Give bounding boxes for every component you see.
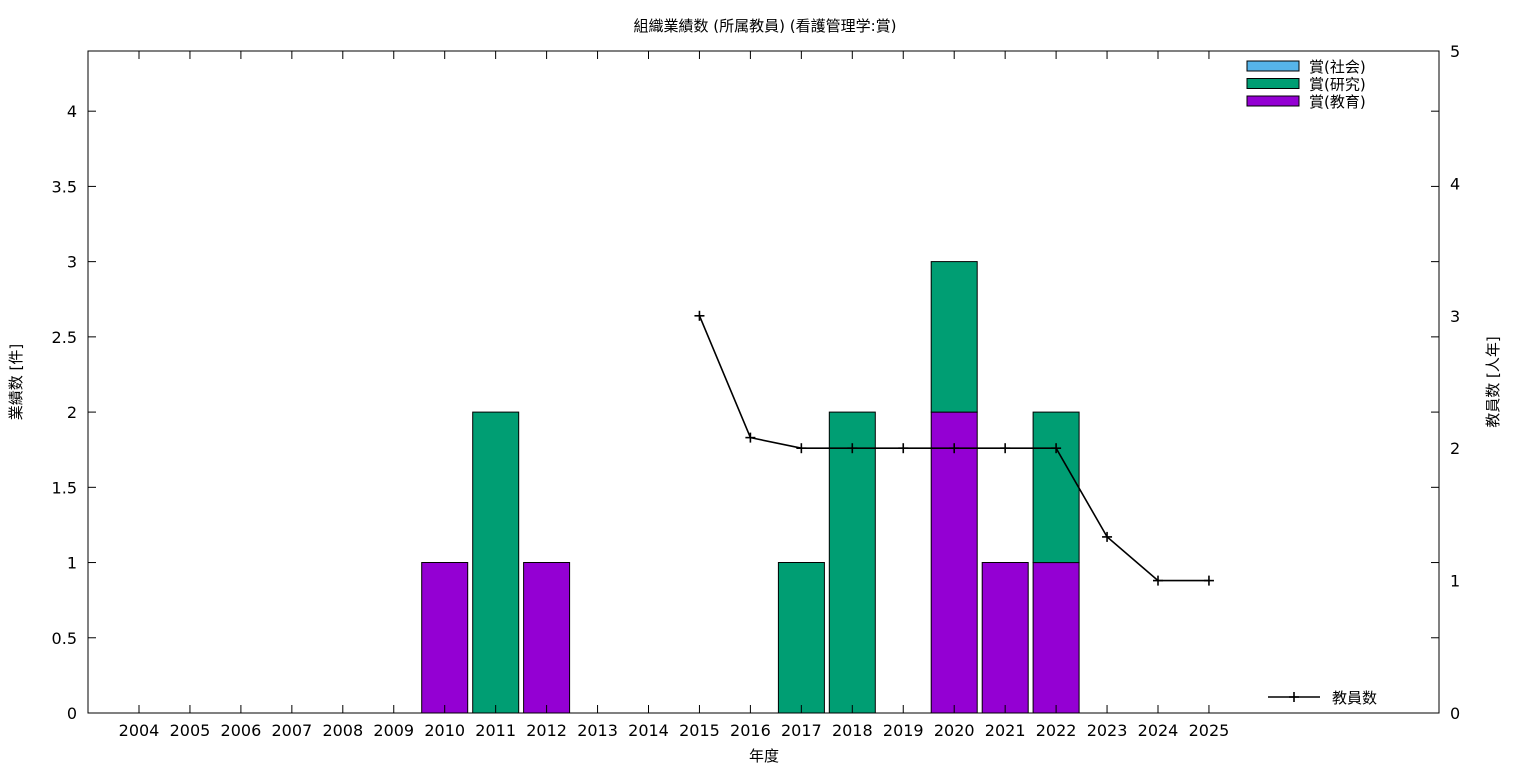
- y2-tick-label: 2: [1450, 439, 1460, 458]
- legend-swatch: [1246, 78, 1300, 89]
- teacher-count-point-2023: [1102, 531, 1113, 542]
- y2-tick-label: 4: [1450, 174, 1460, 193]
- y-tick-label: 3.5: [52, 177, 77, 196]
- y2-tick-label: 5: [1450, 42, 1460, 61]
- legend-label: 賞(社会): [1309, 58, 1366, 76]
- line-legend-label: 教員数: [1332, 689, 1377, 707]
- x-tick-label: 2022: [1036, 721, 1077, 740]
- x-axis: 2004 2005 2006 2007 2008 2009 2010 2011 2012 2013…: [119, 51, 1230, 740]
- x-tick-label: 2012: [526, 721, 567, 740]
- x-tick-label: 2008: [322, 721, 363, 740]
- y-tick-label: 3: [67, 253, 77, 272]
- x-tick-label: 2010: [424, 721, 465, 740]
- y-tick-label: 0.5: [52, 629, 77, 648]
- bar-2018-series-1: [828, 411, 876, 714]
- y-tick-label: 4: [67, 102, 77, 121]
- teacher-count-line-group: [694, 310, 1214, 586]
- bar-2022-series-1: [1032, 411, 1080, 564]
- bar-2012-series-0: [523, 562, 571, 714]
- x-tick-label: 2013: [577, 721, 618, 740]
- x-tick-label: 2016: [730, 721, 771, 740]
- chart-title: 組織業績数 (所属教員) (看護管理学:賞): [634, 17, 897, 35]
- legend-label: 賞(教育): [1309, 93, 1366, 111]
- y2-tick-label: 3: [1450, 307, 1460, 326]
- y2-axis: 0 1 2 3 4 5: [1450, 42, 1460, 723]
- x-tick-label: 2014: [628, 721, 669, 740]
- y-tick-label: 2.5: [52, 328, 77, 347]
- x-tick-label: 2009: [373, 721, 414, 740]
- teacher-count-point-2021: [1000, 443, 1011, 454]
- bar-2020-series-1: [930, 261, 978, 413]
- y2-tick-label: 0: [1450, 704, 1460, 723]
- line-legend: 教員数: [1268, 689, 1377, 707]
- y-tick-label: 1.5: [52, 478, 77, 497]
- teacher-count-point-2018: [847, 443, 858, 454]
- y-axis: 0 0.5 1 1.5 2 2.5 3 3.5 4: [52, 102, 1439, 723]
- teacher-count-point-2016: [745, 432, 756, 443]
- teacher-count-point-2022: [1051, 443, 1062, 454]
- x-tick-label: 2007: [271, 721, 312, 740]
- teacher-count-point-2019: [898, 443, 909, 454]
- y2-tick-label: 1: [1450, 572, 1460, 591]
- x-tick-label: 2006: [221, 721, 262, 740]
- teacher-count-point-2017: [796, 443, 807, 454]
- y-tick-label: 2: [67, 403, 77, 422]
- plot-area: [87, 50, 1440, 714]
- legend-swatch: [1246, 95, 1300, 107]
- bar-2022-series-0: [1032, 562, 1080, 714]
- bar-2017-series-1: [777, 562, 825, 714]
- y-tick-label: 1: [67, 554, 77, 573]
- bar-2011-series-1: [472, 411, 520, 714]
- x-tick-label: 2019: [883, 721, 924, 740]
- legend-label: 賞(研究): [1309, 76, 1366, 94]
- x-tick-label: 2015: [679, 721, 720, 740]
- bar-2021-series-0: [981, 562, 1029, 714]
- x-tick-label: 2025: [1189, 721, 1230, 740]
- y2-axis-label: 教員数 [人年]: [1484, 336, 1502, 427]
- x-tick-label: 2004: [119, 721, 160, 740]
- bar-2010-series-0: [421, 562, 469, 714]
- bars-group: [421, 261, 1080, 714]
- teacher-count-point-2024: [1153, 575, 1163, 586]
- x-tick-label: 2024: [1138, 721, 1179, 740]
- x-tick-label: 2018: [832, 721, 873, 740]
- x-tick-label: 2017: [781, 721, 822, 740]
- legend-swatch: [1246, 60, 1300, 72]
- x-tick-label: 2021: [985, 721, 1026, 740]
- x-tick-label: 2005: [170, 721, 211, 740]
- y-axis-label: 業績数 [件]: [7, 344, 25, 420]
- teacher-count-point-2015: [694, 310, 705, 321]
- x-tick-label: 2011: [475, 721, 516, 740]
- teacher-count-point-2025: [1203, 575, 1214, 586]
- x-tick-label: 2023: [1087, 721, 1128, 740]
- bar-2020-series-0: [930, 411, 978, 714]
- x-tick-label: 2020: [934, 721, 975, 740]
- x-axis-label: 年度: [749, 747, 779, 765]
- legend: 賞(社会)賞(研究)賞(教育) 教員数: [1246, 58, 1377, 707]
- y-tick-label: 0: [67, 704, 77, 723]
- teacher-count-point-2020: [949, 443, 960, 454]
